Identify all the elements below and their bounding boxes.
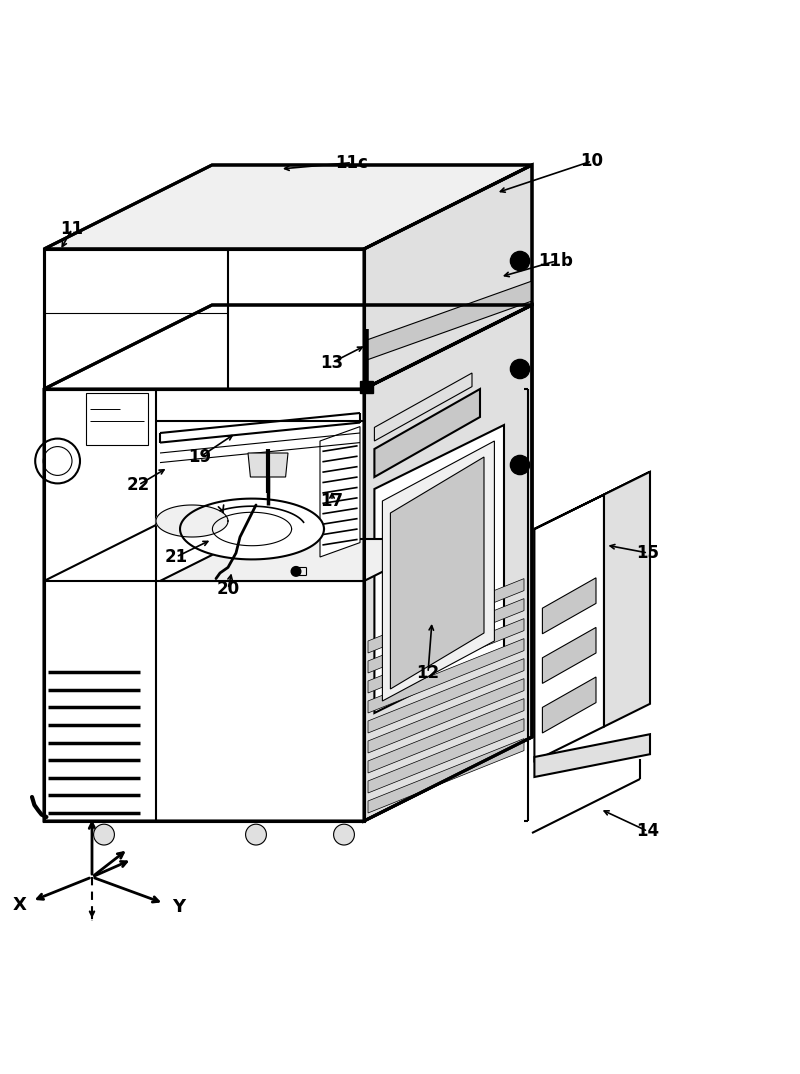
Circle shape (246, 824, 266, 845)
Polygon shape (374, 425, 504, 713)
Polygon shape (364, 281, 532, 361)
Text: 17: 17 (321, 492, 343, 510)
Polygon shape (180, 498, 324, 560)
Text: 21: 21 (165, 548, 187, 566)
Polygon shape (44, 389, 364, 821)
Polygon shape (368, 719, 524, 793)
Polygon shape (368, 698, 524, 773)
Polygon shape (368, 739, 524, 813)
Text: Z: Z (82, 789, 94, 808)
Text: 22: 22 (126, 476, 150, 494)
Polygon shape (374, 373, 472, 441)
Polygon shape (368, 598, 524, 673)
Text: Y: Y (172, 898, 185, 916)
Polygon shape (534, 495, 604, 761)
Text: 14: 14 (637, 823, 659, 840)
Text: 20: 20 (217, 580, 239, 598)
Text: X: X (13, 896, 26, 914)
Polygon shape (542, 578, 596, 634)
Text: 19: 19 (189, 448, 211, 466)
Polygon shape (44, 305, 532, 389)
Polygon shape (360, 381, 373, 393)
Polygon shape (368, 679, 524, 753)
Circle shape (35, 438, 80, 483)
Polygon shape (44, 249, 364, 389)
Polygon shape (534, 471, 650, 529)
Polygon shape (368, 639, 524, 713)
Polygon shape (156, 505, 228, 537)
Polygon shape (374, 389, 480, 477)
Text: 11: 11 (61, 220, 83, 238)
Polygon shape (368, 658, 524, 732)
Polygon shape (542, 627, 596, 683)
Circle shape (510, 360, 530, 379)
Text: 11b: 11b (538, 252, 574, 270)
Text: 13: 13 (321, 353, 343, 372)
Circle shape (94, 824, 114, 845)
Polygon shape (534, 735, 650, 777)
Circle shape (510, 455, 530, 475)
Text: 11c: 11c (335, 154, 369, 172)
Polygon shape (44, 165, 532, 249)
Polygon shape (364, 165, 532, 389)
Polygon shape (390, 458, 484, 690)
Polygon shape (248, 453, 288, 477)
Polygon shape (160, 539, 448, 581)
Circle shape (334, 824, 354, 845)
Polygon shape (368, 619, 524, 693)
Text: 10: 10 (581, 153, 603, 170)
Polygon shape (368, 579, 524, 653)
Text: 15: 15 (637, 545, 659, 562)
Text: 12: 12 (417, 664, 439, 682)
Polygon shape (542, 677, 596, 732)
Circle shape (510, 251, 530, 271)
Polygon shape (604, 471, 650, 727)
Polygon shape (364, 305, 532, 821)
Polygon shape (320, 426, 360, 557)
Circle shape (291, 567, 301, 576)
Polygon shape (86, 393, 148, 445)
Polygon shape (382, 441, 494, 701)
